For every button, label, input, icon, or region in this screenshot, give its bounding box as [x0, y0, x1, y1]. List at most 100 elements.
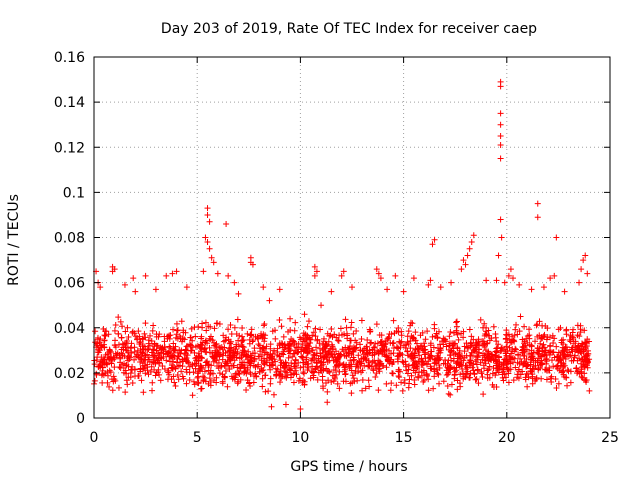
data-point [147, 332, 154, 339]
data-point [248, 331, 255, 338]
y-tick-label: 0.02 [54, 366, 85, 382]
data-point [304, 323, 311, 330]
data-point [281, 364, 288, 371]
data-point-outlier [210, 259, 217, 266]
data-point [189, 392, 196, 399]
data-point [553, 343, 560, 350]
data-point [206, 335, 213, 342]
data-point [557, 352, 564, 359]
data-point [214, 348, 221, 355]
data-point [277, 379, 284, 386]
data-point-outlier [313, 268, 320, 275]
data-point [420, 359, 427, 366]
data-point [350, 330, 357, 337]
data-point [140, 365, 147, 372]
data-point [141, 362, 148, 369]
data-point [286, 338, 293, 345]
data-point [354, 359, 361, 366]
data-point [441, 337, 448, 344]
data-point [342, 344, 349, 351]
data-point [104, 379, 111, 386]
data-point [317, 326, 324, 333]
data-point [319, 377, 326, 384]
data-point [204, 340, 211, 347]
data-point [314, 337, 321, 344]
data-point-outlier [225, 272, 232, 279]
data-point [270, 391, 277, 398]
data-point [512, 346, 519, 353]
data-point [144, 367, 151, 374]
data-point-outlier [509, 275, 516, 282]
data-point [416, 358, 423, 365]
data-point [304, 361, 311, 368]
data-point [231, 324, 238, 331]
data-point [271, 347, 278, 354]
data-point [265, 388, 272, 395]
data-point [244, 330, 251, 337]
data-point [272, 335, 279, 342]
data-point-outlier [206, 218, 213, 225]
data-point [304, 342, 311, 349]
data-point [387, 387, 394, 394]
data-point [129, 363, 136, 370]
data-point [243, 387, 250, 394]
data-point-outlier [576, 279, 583, 286]
data-point [253, 373, 260, 380]
data-point [393, 343, 400, 350]
data-point [291, 327, 298, 334]
data-point [372, 363, 379, 370]
data-point [177, 350, 184, 357]
data-point [165, 367, 172, 374]
data-point-outlier [547, 275, 554, 282]
data-point [258, 357, 265, 364]
data-point [511, 332, 518, 339]
data-point [290, 371, 297, 378]
data-point [409, 334, 416, 341]
data-point [442, 356, 449, 363]
data-point-outlier [497, 121, 504, 128]
data-point [309, 355, 316, 362]
x-tick-label: 20 [498, 430, 516, 446]
data-point [221, 374, 228, 381]
data-point [359, 348, 366, 355]
data-point [203, 327, 210, 334]
data-point [569, 344, 576, 351]
data-point-outlier [468, 239, 475, 246]
data-point-outlier [410, 275, 417, 282]
data-point [273, 369, 280, 376]
data-point [371, 343, 378, 350]
data-point [101, 332, 108, 339]
data-point [497, 348, 504, 355]
data-point [201, 345, 208, 352]
data-point [299, 353, 306, 360]
data-point [517, 371, 524, 378]
data-point [447, 328, 454, 335]
data-point-outlier [287, 315, 294, 322]
data-point [554, 362, 561, 369]
data-point [145, 340, 152, 347]
data-point [170, 352, 177, 359]
data-point [309, 332, 316, 339]
data-point [366, 326, 373, 333]
data-point [271, 356, 278, 363]
data-point [475, 380, 482, 387]
data-point [435, 371, 442, 378]
data-point [516, 328, 523, 335]
data-point [574, 367, 581, 374]
data-point [107, 357, 114, 364]
data-point [421, 351, 428, 358]
data-point-outlier [483, 277, 490, 284]
data-point [128, 350, 135, 357]
data-point [222, 337, 229, 344]
data-point [216, 344, 223, 351]
data-point [452, 368, 459, 375]
data-point [520, 343, 527, 350]
data-point [469, 342, 476, 349]
data-point [92, 328, 99, 335]
data-point [538, 335, 545, 342]
data-point [468, 360, 475, 367]
data-point [574, 342, 581, 349]
data-point [557, 324, 564, 331]
data-point [332, 354, 339, 361]
data-point [191, 324, 198, 331]
